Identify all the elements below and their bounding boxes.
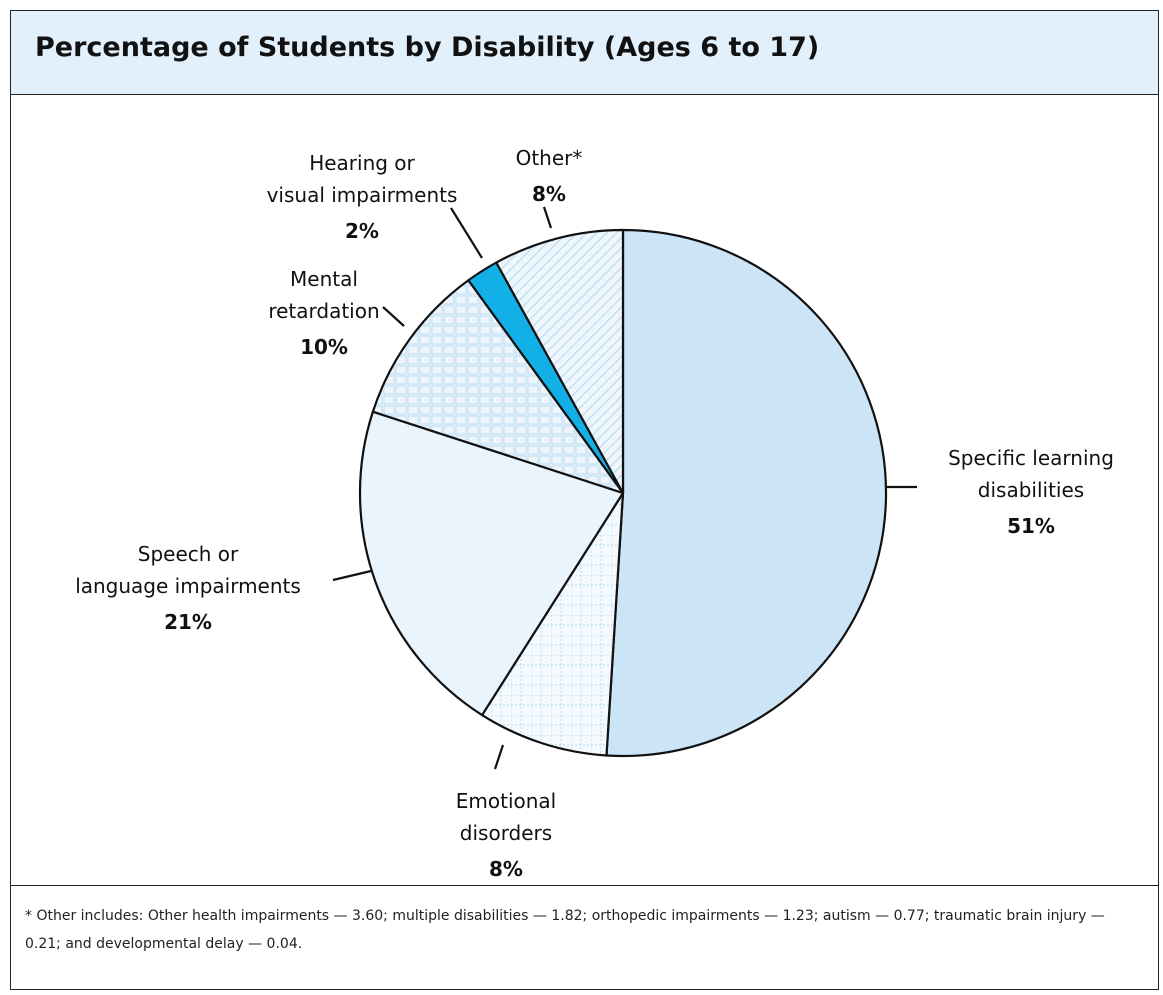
leader-line-speech-or-language-impairments <box>332 569 372 582</box>
footnote: * Other includes: Other health impairmen… <box>25 908 1105 952</box>
slice-label-other: Other* <box>516 146 583 170</box>
leader-line-emotional-disorders <box>493 744 505 770</box>
chart-area: Specific learning disabilities 51% Emotiona… <box>11 95 1158 885</box>
pie-slice-specific-learning-disabilities <box>605 228 888 758</box>
pie-slice-emotional-disorders <box>480 491 625 757</box>
pie-slice-other <box>495 228 625 495</box>
slice-label-speech-or-language-impairments: Speech or language impairments <box>75 542 301 598</box>
footnote-area: * Other includes: Other health impairmen… <box>11 885 1158 991</box>
slice-label-specific-learning-disabilities: Specific learning disabilities <box>948 446 1114 502</box>
leader-line-mental-retardation <box>382 306 405 327</box>
slice-value-speech-or-language-impairments: 21% <box>164 610 212 634</box>
slice-label-mental-retardation: Mental retardation <box>268 267 379 323</box>
chart-panel: Percentage of Students by Disability (Ag… <box>10 10 1159 990</box>
slice-value-specific-learning-disabilities: 51% <box>1007 514 1055 538</box>
slice-label-hearing-or-visual-impairments: Hearing or visual impairments <box>267 151 458 207</box>
slice-value-mental-retardation: 10% <box>300 335 348 359</box>
slice-value-emotional-disorders: 8% <box>489 857 523 881</box>
pie-chart: Specific learning disabilities 51% Emotiona… <box>75 146 1114 881</box>
slice-label-emotional-disorders: Emotional disorders <box>456 789 556 845</box>
chart-title: Percentage of Students by Disability (Ag… <box>35 32 820 63</box>
chart-header: Percentage of Students by Disability (Ag… <box>11 11 1158 95</box>
slice-value-hearing-or-visual-impairments: 2% <box>345 219 379 243</box>
leader-line-hearing-or-visual-impairments <box>450 207 483 259</box>
pie-slice-mental-retardation <box>371 279 625 495</box>
leader-line-other <box>542 206 553 229</box>
pie-slice-speech-or-language-impairments <box>358 410 625 717</box>
slice-value-other: 8% <box>532 182 566 206</box>
